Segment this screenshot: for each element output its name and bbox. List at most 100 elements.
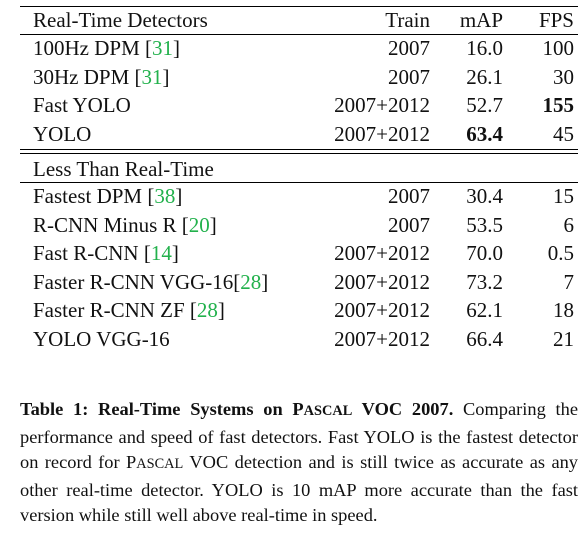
fps-cell: 15 <box>553 184 574 208</box>
caption-title-post: VOC 2007. <box>352 399 454 419</box>
header-rule <box>20 34 578 35</box>
caption-body-1: Comparing the performance and speed of f… <box>20 399 578 472</box>
table-row: Faster R-CNN ZF [28] 2007+2012 62.1 18 <box>20 296 578 324</box>
cite-bracket: ] <box>173 36 181 60</box>
method-name: YOLO <box>33 120 91 148</box>
map-cell: 73.2 <box>466 269 503 294</box>
header-fps: FPS <box>538 8 574 32</box>
cite-bracket: [ <box>143 241 151 266</box>
method-label: YOLO VGG-16 <box>33 327 170 351</box>
caption-title-sc-rest: ASCAL <box>303 403 353 419</box>
table-header-row: Real-Time Detectors Train mAP FPS <box>20 6 578 34</box>
map-cell: 26.1 <box>466 64 503 89</box>
fps-cell: 7 <box>563 269 575 294</box>
section2-header-row: Less Than Real-Time <box>20 155 578 183</box>
fps-cell: 0.5 <box>547 241 574 266</box>
citation-link[interactable]: 14 <box>150 241 172 266</box>
cite-bracket: [ <box>189 298 197 323</box>
method-name: Fast YOLO <box>33 91 131 119</box>
cite-bracket: ] <box>217 298 225 323</box>
fps-cell: 45 <box>553 121 574 146</box>
train-cell: 2007 <box>388 64 430 89</box>
method-label: Faster R-CNN ZF <box>33 298 190 323</box>
caption-body-2: VOC detection and is still twice as accu… <box>20 452 578 525</box>
caption-label: Table 1: <box>20 399 89 419</box>
method-label: Fast R-CNN <box>33 241 144 266</box>
cite-bracket: ] <box>171 241 179 266</box>
train-cell: 2007+2012 <box>334 121 430 146</box>
citation-link[interactable]: 20 <box>188 212 210 237</box>
cite-bracket: ] <box>162 64 170 89</box>
train-cell: 2007+2012 <box>334 241 430 266</box>
section-rule-top <box>20 149 578 150</box>
table-row: 100Hz DPM [31] 2007 16.0 100 <box>20 34 578 62</box>
table-caption: Table 1: Real-Time Systems on PASCAL VOC… <box>20 397 578 529</box>
cite-bracket: [ <box>147 184 155 208</box>
fps-cell: 6 <box>563 212 575 237</box>
method-label: Faster R-CNN VGG-16 <box>33 269 234 294</box>
table-row: YOLO VGG-16 2007+2012 66.4 21 <box>20 325 578 353</box>
train-cell: 2007 <box>388 184 430 208</box>
method-label: Fastest DPM <box>33 184 148 208</box>
method-name: Faster R-CNN VGG-16[28] <box>33 268 268 296</box>
header-method: Real-Time Detectors <box>33 8 208 32</box>
train-cell: 2007+2012 <box>334 298 430 323</box>
train-cell: 2007+2012 <box>334 269 430 294</box>
map-cell: 30.4 <box>466 184 503 208</box>
map-cell: 70.0 <box>466 241 503 266</box>
cite-bracket: ] <box>209 212 217 237</box>
method-name: 100Hz DPM [31] <box>33 34 180 62</box>
method-label: R-CNN Minus R <box>33 212 182 237</box>
caption-title-pre: Real-Time Systems on <box>88 399 293 419</box>
table-top-rule <box>20 6 578 7</box>
section-rule-bottom <box>20 153 578 154</box>
method-name: Fast R-CNN [14] <box>33 239 179 267</box>
citation-link[interactable]: 31 <box>152 36 174 60</box>
train-cell: 2007 <box>388 36 430 60</box>
train-cell: 2007+2012 <box>334 93 430 118</box>
header-map: mAP <box>459 8 503 32</box>
method-label: Fast YOLO <box>33 93 131 118</box>
method-label: 100Hz DPM <box>33 36 146 60</box>
train-cell: 2007+2012 <box>334 327 430 351</box>
cite-bracket: ] <box>175 184 183 208</box>
citation-link[interactable]: 38 <box>154 184 176 208</box>
fps-cell: 155 <box>542 93 575 118</box>
method-name: Faster R-CNN ZF [28] <box>33 296 225 324</box>
method-label: YOLO <box>33 121 92 146</box>
table-row: Fast YOLO 2007+2012 52.7 155 <box>20 91 578 119</box>
fps-cell: 18 <box>553 298 574 323</box>
fps-cell: 30 <box>553 64 574 89</box>
map-cell: 66.4 <box>466 327 503 351</box>
method-name: Fastest DPM [38] <box>33 182 182 210</box>
method-name: YOLO VGG-16 <box>33 325 170 353</box>
header-train: Train <box>385 8 430 32</box>
map-cell: 53.5 <box>466 212 503 237</box>
map-cell: 63.4 <box>466 121 503 146</box>
cite-bracket: [ <box>145 36 153 60</box>
section2-title: Less Than Real-Time <box>33 157 214 181</box>
cite-bracket: [ <box>134 64 142 89</box>
caption-title-sc-p: P <box>292 399 304 419</box>
citation-link[interactable]: 28 <box>196 298 218 323</box>
table-row: R-CNN Minus R [20] 2007 53.5 6 <box>20 211 578 239</box>
citation-link[interactable]: 28 <box>240 269 262 294</box>
map-cell: 16.0 <box>466 36 503 60</box>
method-name: 30Hz DPM [31] <box>33 63 170 91</box>
map-cell: 62.1 <box>466 298 503 323</box>
caption-body-sc-rest: ASCAL <box>136 456 184 472</box>
section2-header-rule <box>20 182 578 183</box>
table-row: Fast R-CNN [14] 2007+2012 70.0 0.5 <box>20 239 578 267</box>
map-cell: 52.7 <box>466 93 503 118</box>
table-row: Fastest DPM [38] 2007 30.4 15 <box>20 182 578 210</box>
train-cell: 2007 <box>388 212 430 237</box>
citation-link[interactable]: 31 <box>141 64 163 89</box>
table-row: 30Hz DPM [31] 2007 26.1 30 <box>20 63 578 91</box>
fps-cell: 21 <box>553 327 574 351</box>
table-row: YOLO 2007+2012 63.4 45 <box>20 120 578 148</box>
cite-bracket: [ <box>233 269 241 294</box>
method-name: R-CNN Minus R [20] <box>33 211 217 239</box>
table-row: Faster R-CNN VGG-16[28] 2007+2012 73.2 7 <box>20 268 578 296</box>
caption-body-sc-p: P <box>126 452 137 472</box>
fps-cell: 100 <box>542 36 575 60</box>
